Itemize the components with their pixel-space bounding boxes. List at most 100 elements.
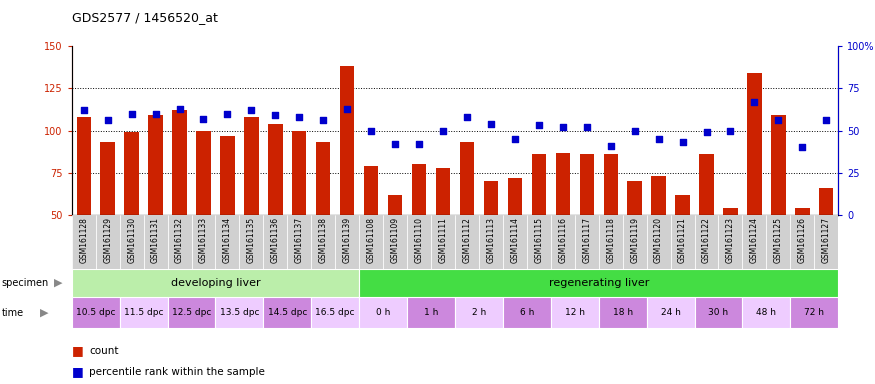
Point xyxy=(460,114,474,120)
Text: GSM161124: GSM161124 xyxy=(750,217,759,263)
Point xyxy=(556,124,570,130)
Bar xyxy=(742,297,790,328)
Bar xyxy=(455,297,503,328)
Bar xyxy=(503,215,527,269)
Point xyxy=(604,143,618,149)
Text: GSM161115: GSM161115 xyxy=(535,217,543,263)
Text: GSM161121: GSM161121 xyxy=(678,217,687,263)
Text: 0 h: 0 h xyxy=(376,308,390,317)
Bar xyxy=(771,115,786,215)
Bar xyxy=(263,297,312,328)
Point xyxy=(724,127,738,134)
Text: 11.5 dpc: 11.5 dpc xyxy=(124,308,164,317)
Text: 12 h: 12 h xyxy=(564,308,584,317)
Bar xyxy=(598,215,623,269)
Bar xyxy=(604,154,618,215)
Bar xyxy=(72,269,360,297)
Bar xyxy=(676,195,690,215)
Bar xyxy=(292,131,306,215)
Bar xyxy=(507,178,522,215)
Text: GSM161110: GSM161110 xyxy=(415,217,424,263)
Point xyxy=(149,111,163,117)
Text: ■: ■ xyxy=(72,365,83,378)
Text: 24 h: 24 h xyxy=(661,308,681,317)
Bar xyxy=(101,142,115,215)
Point xyxy=(292,114,306,120)
Bar xyxy=(168,215,192,269)
Text: percentile rank within the sample: percentile rank within the sample xyxy=(89,367,265,377)
Bar xyxy=(436,168,451,215)
Text: regenerating liver: regenerating liver xyxy=(549,278,649,288)
Text: time: time xyxy=(2,308,24,318)
Text: GSM161111: GSM161111 xyxy=(438,217,447,263)
Text: GSM161118: GSM161118 xyxy=(606,217,615,263)
Bar xyxy=(335,215,360,269)
Bar xyxy=(742,215,766,269)
Bar xyxy=(220,136,234,215)
Bar xyxy=(72,297,120,328)
Bar xyxy=(551,215,575,269)
Point xyxy=(340,106,354,112)
Point xyxy=(747,99,761,105)
Text: GSM161129: GSM161129 xyxy=(103,217,112,263)
Bar xyxy=(766,215,790,269)
Text: GSM161114: GSM161114 xyxy=(510,217,520,263)
Bar xyxy=(360,215,383,269)
Text: GSM161126: GSM161126 xyxy=(798,217,807,263)
Bar xyxy=(623,215,647,269)
Text: GSM161132: GSM161132 xyxy=(175,217,184,263)
Bar xyxy=(287,215,312,269)
Point xyxy=(316,118,330,124)
Point xyxy=(364,127,378,134)
Point xyxy=(197,116,211,122)
Bar xyxy=(484,181,498,215)
Bar xyxy=(724,208,738,215)
Bar xyxy=(699,154,714,215)
Bar xyxy=(196,131,211,215)
Bar xyxy=(120,215,144,269)
Bar xyxy=(431,215,455,269)
Text: 48 h: 48 h xyxy=(756,308,776,317)
Bar xyxy=(244,117,259,215)
Text: specimen: specimen xyxy=(2,278,49,288)
Bar xyxy=(556,152,570,215)
Point xyxy=(412,141,426,147)
Point xyxy=(580,124,594,130)
Bar xyxy=(340,66,354,215)
Bar xyxy=(215,215,240,269)
Point xyxy=(699,129,713,135)
Text: count: count xyxy=(89,346,119,356)
Bar xyxy=(532,154,546,215)
Text: GSM161123: GSM161123 xyxy=(726,217,735,263)
Text: GSM161138: GSM161138 xyxy=(318,217,328,263)
Point xyxy=(652,136,666,142)
Bar xyxy=(388,195,402,215)
Point xyxy=(124,111,138,117)
Bar xyxy=(579,154,594,215)
Bar xyxy=(815,215,838,269)
Point xyxy=(388,141,402,147)
Point xyxy=(676,139,690,146)
Bar xyxy=(651,176,666,215)
Text: ▶: ▶ xyxy=(54,278,63,288)
Point xyxy=(244,107,258,113)
Text: GSM161136: GSM161136 xyxy=(271,217,280,263)
Bar xyxy=(144,215,168,269)
Bar xyxy=(503,297,551,328)
Text: GSM161109: GSM161109 xyxy=(390,217,400,263)
Bar xyxy=(795,208,809,215)
Bar xyxy=(718,215,742,269)
Point xyxy=(532,122,546,129)
Point xyxy=(795,144,809,151)
Bar xyxy=(670,215,695,269)
Text: 18 h: 18 h xyxy=(612,308,633,317)
Bar xyxy=(819,188,834,215)
Point xyxy=(772,118,786,124)
Bar xyxy=(360,269,838,297)
Bar xyxy=(407,215,431,269)
Text: GSM161125: GSM161125 xyxy=(774,217,783,263)
Text: GSM161134: GSM161134 xyxy=(223,217,232,263)
Bar xyxy=(312,215,335,269)
Bar xyxy=(72,215,95,269)
Bar xyxy=(383,215,407,269)
